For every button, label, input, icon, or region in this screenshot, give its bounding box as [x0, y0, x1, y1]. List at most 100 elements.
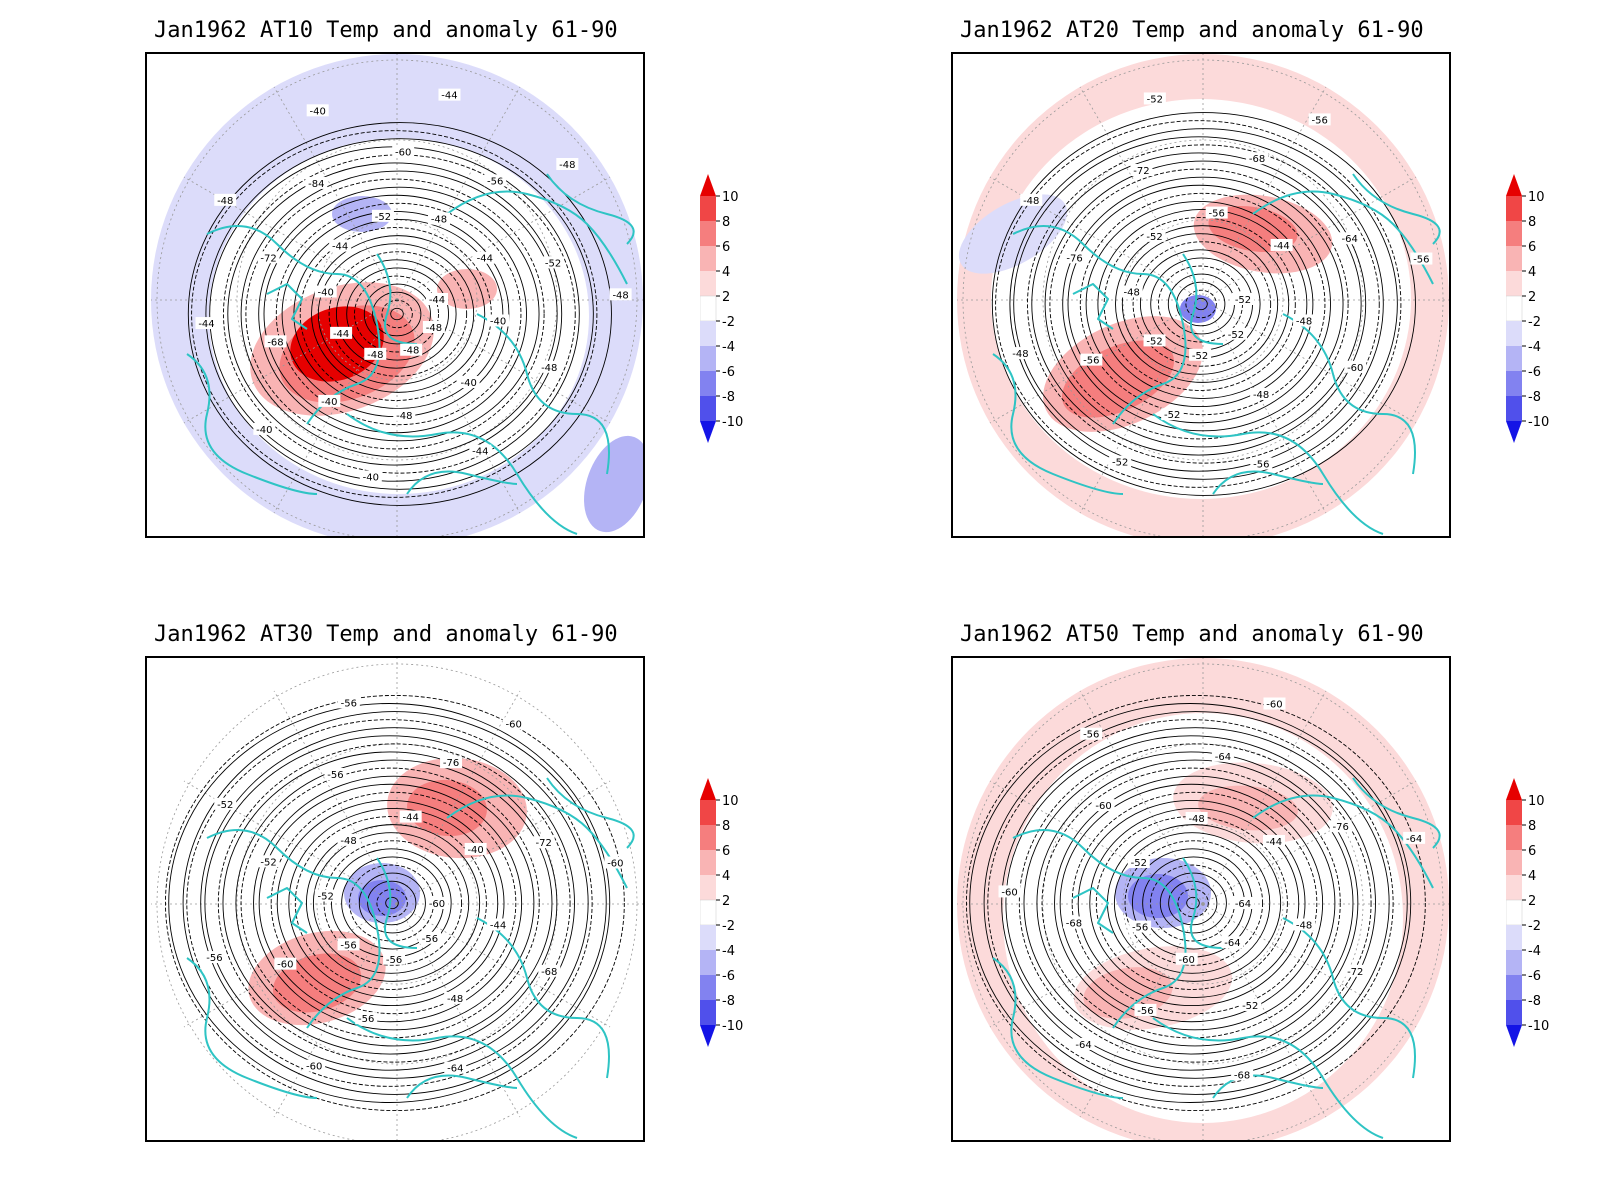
contour-label: -48: [1185, 812, 1208, 825]
coastline: [376, 857, 418, 949]
svg-text:-60: -60: [277, 960, 293, 971]
graticule: [957, 658, 1449, 1140]
svg-text:-56: -56: [206, 953, 222, 964]
contour-label: -56: [484, 174, 507, 187]
svg-text:-48: -48: [403, 346, 419, 357]
contour-label: -48: [422, 321, 445, 334]
colorbar-segment: [700, 925, 716, 950]
colorbar-tick-label: -10: [722, 1019, 743, 1034]
contour-label: -48: [1009, 347, 1032, 360]
colorbar-tick-label: 2: [1528, 894, 1536, 909]
svg-text:-40: -40: [460, 378, 476, 389]
coastline: [1282, 313, 1416, 475]
svg-text:-76: -76: [443, 758, 459, 769]
contour-label: -44: [329, 239, 352, 253]
colorbar-segment: [1506, 875, 1522, 900]
svg-text:-84: -84: [308, 179, 324, 190]
polar-map: -64 -64 -60 -56 -52 -48 -44 -48 -52 -56 -68 -60 -64 -…: [951, 656, 1451, 1142]
contour-label: -44: [487, 918, 510, 931]
coastline: [186, 957, 318, 1099]
svg-text:-56: -56: [1132, 923, 1148, 934]
panel-title: Jan1962 AT10 Temp and anomaly 61-90: [154, 18, 618, 43]
svg-text:-64: -64: [1075, 1040, 1091, 1051]
svg-text:-52: -52: [318, 892, 334, 903]
contour-label: -68: [1246, 152, 1269, 165]
anomaly-area: [407, 779, 487, 837]
svg-text:-56: -56: [1083, 356, 1099, 367]
colorbar-segment: [700, 825, 716, 850]
contour-label: -48: [214, 193, 237, 207]
coastline: [1012, 225, 1187, 425]
colorbar-segment: [1506, 396, 1522, 421]
svg-text:-44: -44: [1266, 837, 1282, 848]
contour-label: -64: [1072, 1037, 1095, 1051]
coastline: [406, 470, 518, 495]
colorbar-segment: [700, 346, 716, 371]
coastline: [992, 353, 1124, 495]
colorbar-svg: 10 8 6 4 2 -2 -4 -6 -8 -10: [1505, 778, 1549, 1047]
coastline: [1252, 794, 1434, 889]
colorbar-segment: [1506, 321, 1522, 346]
svg-text:-48: -48: [426, 323, 442, 334]
contour-label: -40: [318, 394, 341, 408]
colorbar-tick-label: 8: [1528, 819, 1536, 834]
svg-text:-44: -44: [477, 254, 493, 265]
svg-text:-72: -72: [1347, 967, 1363, 978]
svg-text:-64: -64: [1235, 899, 1251, 910]
contour-label: -52: [1143, 334, 1166, 347]
colorbar-tick-label: -2: [722, 315, 735, 330]
polar-map: -52 -52 -52 -52 -48 -52 -56 -44 -48 -48 -52 -56 -76 -…: [951, 52, 1451, 538]
colorbar-tick-label: 10: [722, 190, 739, 205]
contour-label: -60: [274, 957, 297, 971]
svg-text:-76: -76: [1066, 253, 1082, 264]
coastline: [346, 413, 578, 535]
coastline: [1072, 887, 1114, 934]
contour-label: -64: [444, 1061, 467, 1075]
coastline: [206, 225, 381, 425]
coastline: [186, 353, 318, 495]
colorbar-tick-label: -6: [1528, 365, 1541, 380]
svg-text:-52: -52: [1242, 1001, 1258, 1012]
contour-label: -56: [337, 938, 360, 951]
contour-label: -56: [1205, 206, 1228, 220]
svg-text:-48: -48: [541, 363, 557, 374]
svg-text:-60: -60: [607, 859, 623, 870]
svg-text:-40: -40: [363, 472, 379, 483]
svg-text:-60: -60: [306, 1062, 322, 1073]
colorbar-tick-label: -2: [1528, 315, 1541, 330]
contour-label: -72: [257, 251, 280, 264]
colorbar-segment: [700, 221, 716, 246]
coastline: [266, 283, 308, 330]
contour-label: -48: [1250, 387, 1273, 401]
colorbar-tick-label: 6: [722, 844, 730, 859]
colorbar-segment: [1506, 850, 1522, 875]
contour-label: -48: [364, 347, 387, 361]
svg-text:-56: -56: [1413, 255, 1429, 266]
svg-text:-56: -56: [422, 934, 438, 945]
coastline: [446, 794, 628, 889]
map-svg: -44 -48 -48 -48 -44 -40 -44 -52 -48 -44 -40 -40 -48 -…: [151, 54, 643, 536]
contour-label: -68: [1231, 1068, 1254, 1081]
svg-text:-40: -40: [321, 397, 337, 408]
svg-text:-56: -56: [487, 176, 503, 187]
svg-text:-52: -52: [375, 212, 391, 223]
colorbar-segment: [1505, 899, 1523, 926]
svg-text:-40: -40: [318, 288, 334, 299]
colorbar: 10 8 6 4 2 -2 -4 -6 -8 -10: [1505, 172, 1566, 452]
colorbar-tick-label: 4: [1528, 265, 1536, 280]
svg-text:-72: -72: [1133, 166, 1149, 177]
svg-text:-56: -56: [340, 940, 356, 951]
svg-text:-60: -60: [1266, 700, 1282, 711]
colorbar-segment: [700, 850, 716, 875]
colorbar: 10 8 6 4 2 -2 -4 -6 -8 -10: [1505, 776, 1566, 1056]
svg-text:-52: -52: [260, 857, 276, 868]
coastline: [1182, 857, 1224, 949]
colorbar-segment: [1505, 295, 1523, 322]
coastline: [1072, 283, 1114, 330]
colorbar-tick-label: 4: [722, 869, 730, 884]
svg-text:-68: -68: [1066, 918, 1082, 929]
contour-label: -48: [1293, 314, 1316, 327]
colorbar: 10 8 6 4 2 -2 -4 -6 -8 -10: [699, 776, 760, 1056]
coastline: [1352, 777, 1441, 849]
colorbar-segment: [700, 975, 716, 1000]
